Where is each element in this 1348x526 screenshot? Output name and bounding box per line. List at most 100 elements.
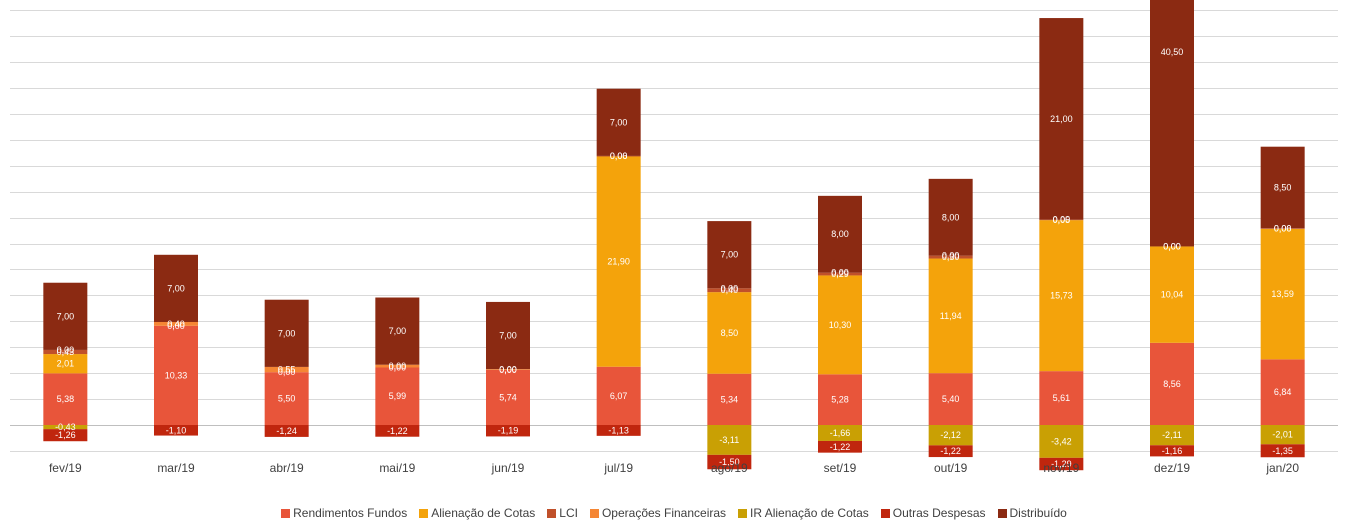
x-tick-label: set/19 [824,461,857,475]
data-label: 5,74 [499,392,517,402]
bar-segment [818,374,862,425]
x-tick-label: mai/19 [379,461,415,475]
bar-segment [43,349,88,355]
bar-segment [43,282,88,350]
data-label: 7,00 [167,283,185,293]
data-label: -2,01 [1272,430,1293,440]
data-label: -1,24 [276,426,297,436]
bar-segment [818,195,862,273]
bar-segment [154,254,198,322]
legend-swatch [738,508,748,518]
bar-segment [707,454,752,470]
data-label: -1,66 [830,428,851,438]
data-label: 0,00 [499,365,517,375]
bar-segment [486,301,530,370]
legend-item: IR Alienação de Cotas [738,506,869,520]
legend-item: Distribuído [997,506,1067,520]
data-label: 10,33 [165,370,188,380]
legend-swatch [419,508,429,518]
legend-label: IR Alienação de Cotas [750,506,869,520]
data-label: 7,00 [499,331,517,341]
bar-segment [707,288,752,293]
bar-segment [43,425,88,430]
bar-segment [1150,445,1194,457]
bar-segment [928,178,973,256]
data-label: -3,11 [719,435,739,445]
data-label: 0,00 [389,362,407,372]
data-label: 5,50 [278,394,296,404]
legend-label: Operações Financeiras [601,506,727,520]
data-label: 0,40 [721,285,739,295]
data-label: 10,04 [1161,290,1184,300]
bar-segment [264,366,309,373]
data-label: 5,28 [831,395,849,405]
data-label: 0,06 [1274,224,1292,234]
legend-swatch [589,508,599,518]
bar-segment [375,364,420,368]
data-label: -1,19 [498,426,519,436]
x-tick-label: out/19 [934,461,968,475]
data-label: -1,26 [55,430,76,440]
legend-item: Operações Financeiras [589,506,727,520]
bar-segment [1039,371,1084,425]
bar-segment [928,255,973,259]
bar-segment [1260,228,1305,360]
bar-segment [154,425,198,436]
bar-segment [1150,0,1194,247]
legend-label: Rendimentos Fundos [293,506,408,520]
data-label: 0,00 [1274,223,1292,233]
legend-item: Alienação de Cotas [419,506,535,520]
data-label: 15,73 [1050,291,1073,301]
data-label: 21,90 [607,257,630,267]
bar-segment [818,275,862,375]
data-label: 8,50 [1274,182,1292,192]
x-tick-label: abr/19 [270,461,304,475]
data-label: 8,56 [1163,379,1181,389]
x-tick-label: ago/19 [711,461,748,475]
data-label: 0,00 [389,361,407,371]
bar-segment [264,299,309,367]
data-label: 0,00 [1053,215,1071,225]
bar-segment [1039,220,1084,372]
data-label: 5,61 [1053,393,1071,403]
bar-segment [928,425,973,446]
bar-layer [43,0,1305,471]
data-label: 10,30 [829,320,852,330]
bar-segment [1039,425,1084,458]
data-label: 8,50 [721,328,739,338]
bar-segment [154,325,198,425]
data-label: 6,84 [1274,387,1292,397]
data-label: 13,59 [1271,289,1294,299]
tick-layer: fev/19 mar/19 abr/19 mai/19 jun/19 jul/19 ago/… [49,461,1299,475]
x-tick-label: dez/19 [1154,461,1190,475]
data-label: 0,00 [167,321,185,331]
data-label: -0,43 [55,422,76,432]
data-label: 0,00 [57,345,75,355]
bar-segment [1150,342,1194,425]
data-label: 7,00 [57,311,75,321]
data-label: 5,40 [942,394,960,404]
data-label: -1,29 [1051,459,1072,469]
bar-segment [596,425,641,436]
data-label: -1,16 [1162,446,1183,456]
legend-item: Rendimentos Fundos [281,506,407,520]
legend-item: LCI [547,506,578,520]
data-label: 0,00 [1163,241,1181,251]
x-tick-label: jun/19 [491,461,525,475]
data-label: 7,00 [389,326,407,336]
data-label: 5,38 [57,394,75,404]
x-tick-label: fev/19 [49,461,82,475]
bar-segment [1260,359,1305,425]
x-tick-label: jan/20 [1265,461,1299,475]
bar-segment [1260,444,1305,458]
bar-segment [707,221,752,289]
legend-swatch [880,508,890,518]
bar-segment [486,369,530,425]
bar-segment [1260,228,1305,229]
data-label: 0,40 [167,319,185,329]
bar-segment [818,440,862,453]
bar-segment [596,366,641,425]
bar-segment [264,425,309,437]
x-tick-label: mar/19 [157,461,195,475]
